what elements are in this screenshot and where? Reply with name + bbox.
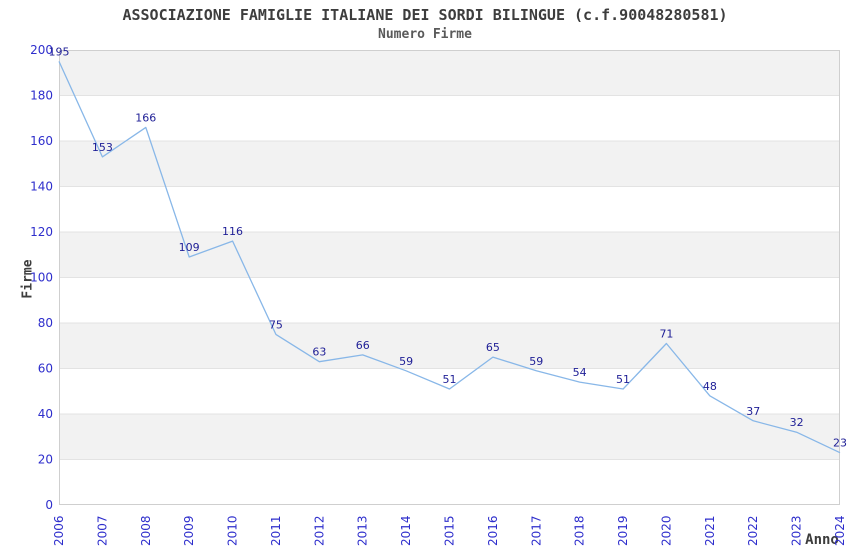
x-tick-label: 2010 <box>226 515 240 546</box>
plot-band <box>59 232 840 278</box>
y-tick-label: 100 <box>30 271 53 285</box>
x-tick-label: 2015 <box>443 515 457 546</box>
plot-band <box>59 414 840 460</box>
x-tick-label: 2008 <box>139 515 153 546</box>
x-tick-label: 2016 <box>486 515 500 546</box>
x-tick-label: 2019 <box>616 515 630 546</box>
x-tick-label: 2017 <box>529 515 543 546</box>
data-point-label: 75 <box>269 318 283 331</box>
data-point-label: 54 <box>573 366 587 379</box>
data-point-label: 65 <box>486 341 500 354</box>
data-point-label: 59 <box>529 355 543 368</box>
x-tick-label: 2018 <box>573 515 587 546</box>
y-tick-label: 120 <box>30 225 53 239</box>
y-tick-label: 0 <box>45 498 53 512</box>
data-point-label: 109 <box>179 241 200 254</box>
data-point-label: 23 <box>833 437 847 450</box>
y-tick-label: 40 <box>38 407 53 421</box>
x-tick-label: 2021 <box>703 515 717 546</box>
data-point-label: 116 <box>222 225 243 238</box>
y-tick-label: 140 <box>30 180 53 194</box>
x-tick-label: 2009 <box>182 515 196 546</box>
plot-band <box>59 50 840 96</box>
x-tick-label: 2022 <box>746 515 760 546</box>
x-tick-label: 2014 <box>399 515 413 546</box>
x-tick-label: 2007 <box>95 515 109 546</box>
data-point-label: 59 <box>399 355 413 368</box>
data-point-label: 153 <box>92 141 113 154</box>
x-axis-title: Anno <box>805 532 839 548</box>
data-point-label: 195 <box>49 45 70 58</box>
data-point-label: 63 <box>312 346 326 359</box>
data-point-label: 66 <box>356 339 370 352</box>
data-point-label: 51 <box>616 373 630 386</box>
y-tick-label: 20 <box>38 453 53 467</box>
plot-band <box>59 323 840 369</box>
chart-subtitle: Numero Firme <box>378 27 472 42</box>
y-tick-label: 60 <box>38 362 53 376</box>
y-tick-label: 200 <box>30 43 53 57</box>
data-point-label: 37 <box>746 405 760 418</box>
x-tick-label: 2013 <box>356 515 370 546</box>
data-point-label: 51 <box>443 373 457 386</box>
x-tick-label: 2012 <box>312 515 326 546</box>
plot-band <box>59 141 840 187</box>
x-tick-label: 2011 <box>269 515 283 546</box>
chart-title: ASSOCIAZIONE FAMIGLIE ITALIANE DEI SORDI… <box>122 6 728 24</box>
data-point-label: 71 <box>659 327 673 340</box>
series-line <box>58 61 841 454</box>
y-tick-label: 160 <box>30 134 53 148</box>
x-tick-label: 2023 <box>790 515 804 546</box>
plot-border <box>59 50 840 505</box>
data-point-label: 48 <box>703 380 717 393</box>
y-tick-label: 180 <box>30 89 53 103</box>
x-tick-label: 2006 <box>52 515 66 546</box>
y-tick-label: 80 <box>38 316 53 330</box>
x-tick-label: 2024 <box>833 515 847 546</box>
data-point-label: 32 <box>790 416 804 429</box>
data-point-label: 166 <box>135 111 156 124</box>
x-tick-label: 2020 <box>659 515 673 546</box>
